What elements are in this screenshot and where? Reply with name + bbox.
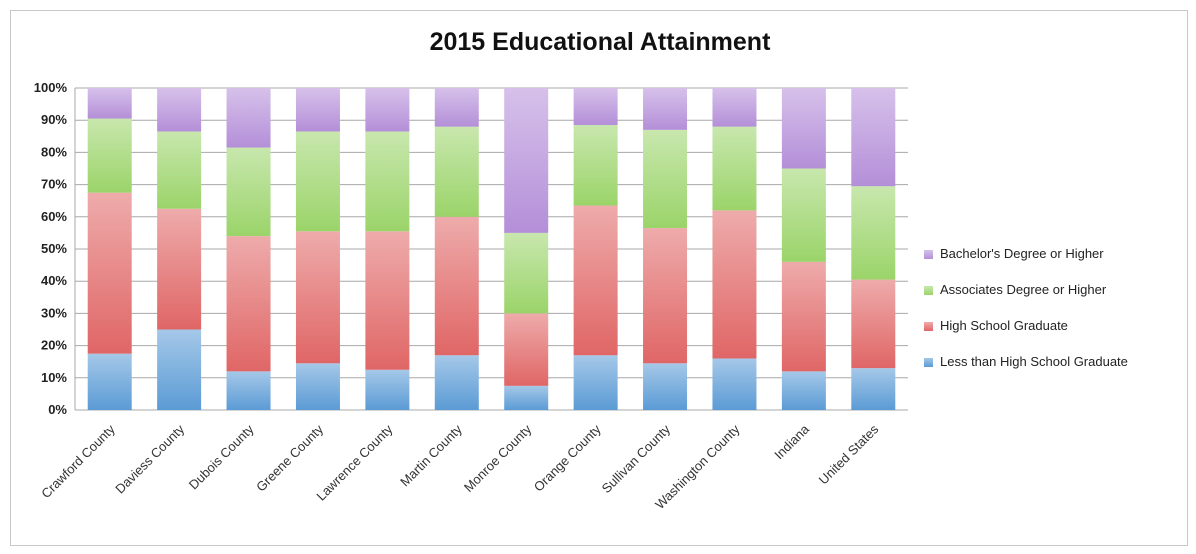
bar-segment [365, 88, 410, 132]
x-tick-label: Monroe County [461, 421, 535, 495]
x-tick-label: Indiana [771, 421, 812, 462]
y-tick-label: 30% [41, 305, 67, 320]
legend-label: Less than High School Graduate [940, 354, 1128, 369]
legend-swatch [924, 322, 933, 331]
bar-segment [87, 192, 132, 354]
bar-segment [712, 126, 757, 211]
legend-label: Associates Degree or Higher [940, 282, 1107, 297]
bar-segment [365, 369, 410, 410]
x-tick-label: Crawford County [38, 421, 118, 501]
bar-segment [87, 118, 132, 193]
bar-segment [434, 126, 479, 217]
bar-segment [851, 88, 896, 187]
bar-segment [87, 88, 132, 119]
bar-segment [295, 363, 340, 410]
bar-segment [365, 131, 410, 232]
bar-segment [295, 231, 340, 364]
bar-segment [295, 88, 340, 132]
x-tick-label: Dubois County [186, 421, 257, 492]
y-tick-label: 100% [34, 80, 68, 95]
bar-segment [295, 131, 340, 232]
bar-segment [157, 329, 202, 410]
bar-segment [504, 385, 549, 410]
bar-segment [573, 88, 618, 126]
legend-swatch [924, 358, 933, 367]
x-tick-label: Orange County [531, 421, 604, 494]
bar-segment [157, 131, 202, 209]
y-tick-label: 50% [41, 241, 67, 256]
y-tick-label: 90% [41, 112, 67, 127]
bar-segment [781, 261, 826, 372]
bar-segment [643, 228, 688, 364]
bar-segment [504, 88, 549, 233]
x-tick-label: Martin County [397, 421, 465, 489]
x-tick-label: United States [816, 421, 882, 487]
legend-swatch [924, 250, 933, 259]
chart-title: 2015 Educational Attainment [429, 28, 771, 56]
bar-segment [573, 125, 618, 206]
bar-segment [434, 355, 479, 410]
bar-segment [712, 210, 757, 359]
y-tick-label: 0% [48, 402, 67, 417]
bar-segment [434, 88, 479, 127]
bar-segment [712, 88, 757, 127]
y-tick-label: 10% [41, 370, 67, 385]
bar-segment [157, 208, 202, 330]
bar-segment [504, 232, 549, 314]
y-tick-label: 20% [41, 338, 67, 353]
bar-segment [157, 88, 202, 132]
bar-segment [643, 88, 688, 130]
x-tick-label: Greene County [253, 421, 326, 494]
bar-segment [365, 231, 410, 370]
bar-segment [434, 216, 479, 356]
bar-segment [851, 186, 896, 280]
bar-segment [87, 353, 132, 410]
bar-segment [781, 88, 826, 169]
bar-segment [643, 363, 688, 410]
bar-segment [643, 129, 688, 229]
bar-segment [781, 371, 826, 410]
bar-segment [226, 147, 271, 237]
bar-segment [781, 168, 826, 262]
y-tick-label: 60% [41, 209, 67, 224]
bar-segment [851, 368, 896, 410]
bar-segment [712, 358, 757, 410]
bar-segment [573, 205, 618, 356]
bar-segment [226, 371, 271, 410]
x-tick-label: Lawrence County [313, 421, 395, 503]
y-tick-label: 70% [41, 177, 67, 192]
legend-label: High School Graduate [940, 318, 1068, 333]
y-tick-label: 80% [41, 144, 67, 159]
x-tick-label: Daviess County [112, 421, 187, 496]
bar-segment [851, 279, 896, 369]
bar-segment [226, 88, 271, 148]
y-tick-label: 40% [41, 273, 67, 288]
x-tick-label: Sullivan County [599, 421, 674, 496]
bar-segment [504, 313, 549, 386]
bar-segment [226, 236, 271, 372]
legend-swatch [924, 286, 933, 295]
legend-label: Bachelor's Degree or Higher [940, 246, 1104, 261]
bar-segment [573, 355, 618, 410]
